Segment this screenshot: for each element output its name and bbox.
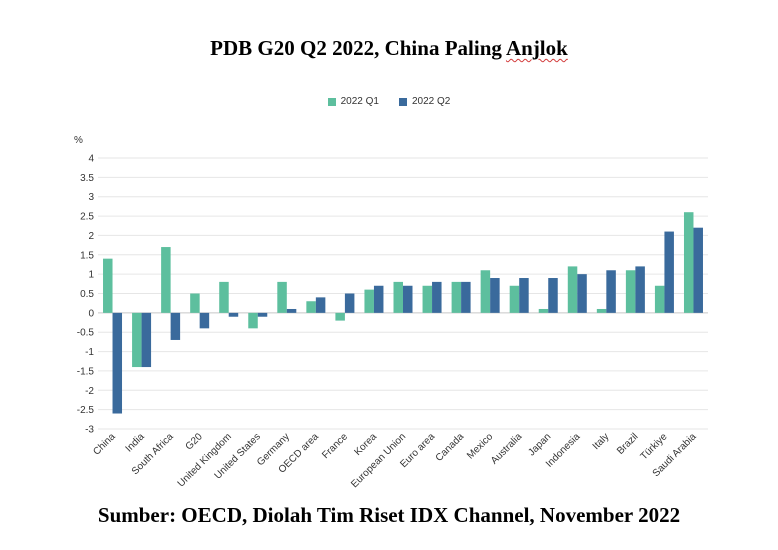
- bar-q2: [461, 281, 471, 313]
- y-tick-label: -1: [85, 347, 94, 358]
- bar-q2: [635, 266, 645, 313]
- bar-q1: [683, 212, 694, 313]
- bar-q2: [432, 281, 442, 313]
- y-tick-label: 3: [88, 192, 94, 203]
- chart-title-misspelled-word: Anjlok: [505, 36, 568, 60]
- bar-q2: [286, 308, 297, 313]
- bar-q2: [257, 312, 268, 317]
- bar-q1: [103, 258, 113, 313]
- bar-q1: [132, 312, 142, 368]
- bar-q1: [335, 312, 345, 321]
- bar-q2: [141, 312, 152, 368]
- legend-item-q1: 2022 Q1: [327, 96, 379, 107]
- x-tick-label: Korea: [352, 431, 379, 458]
- x-tick-label: G20: [184, 431, 205, 452]
- bar-q2: [693, 227, 703, 313]
- chart-title: PDB G20 Q2 2022, China Paling Anjlok: [0, 36, 778, 61]
- x-tick-label: Australia: [489, 431, 525, 467]
- y-tick-label: 0: [88, 308, 94, 319]
- y-tick-label: 4: [88, 154, 94, 165]
- bar-q2: [199, 312, 210, 329]
- bar-q2: [112, 312, 123, 414]
- y-tick-label: 3.5: [80, 173, 94, 184]
- bar-q1: [451, 281, 462, 313]
- y-axis-ticks: 4 3.5 3 2.5 2 1.5 1 0.5 0 -0.5 -1 -1.5 -2 -2.5 -3: [77, 154, 95, 436]
- bar-q1: [596, 308, 607, 313]
- y-axis-unit-label: %: [74, 135, 83, 146]
- bar-q1: [654, 285, 665, 313]
- y-tick-label: -2.5: [77, 405, 95, 416]
- legend-label-q2: 2022 Q2: [412, 96, 451, 107]
- y-tick-label: -2: [85, 386, 94, 397]
- bar-q1: [161, 247, 171, 313]
- bar-q2: [170, 312, 181, 340]
- bar-q2: [315, 297, 326, 313]
- grid-lines: [98, 157, 708, 430]
- bar-q2: [344, 293, 355, 313]
- x-tick-label: Italy: [591, 431, 612, 452]
- chart-title-main: PDB G20 Q2 2022, China Paling: [210, 36, 506, 60]
- bar-q1: [567, 266, 578, 313]
- y-tick-label: -0.5: [77, 328, 95, 339]
- bar-q1: [306, 301, 316, 313]
- x-tick-label: Brazil: [615, 431, 640, 456]
- x-tick-label: India: [124, 431, 147, 454]
- bar-q1: [277, 281, 287, 313]
- x-tick-label: China: [91, 431, 118, 458]
- bar-q2: [577, 274, 587, 313]
- bar-q1: [538, 308, 549, 313]
- y-tick-label: 0.5: [80, 289, 94, 300]
- y-tick-label: 1: [88, 270, 94, 281]
- x-tick-label: Canada: [434, 431, 467, 464]
- y-tick-label: 2.5: [80, 212, 94, 223]
- bar-q1: [190, 293, 200, 313]
- bar-q2: [403, 285, 413, 313]
- bar-q1: [422, 285, 433, 313]
- bars: [103, 212, 703, 414]
- x-tick-label: France: [320, 431, 350, 461]
- legend-label-q1: 2022 Q1: [340, 96, 379, 107]
- bar-q1: [248, 312, 258, 329]
- bar-q1: [509, 285, 520, 313]
- y-tick-label: -1.5: [77, 366, 95, 377]
- bar-q2: [490, 278, 500, 313]
- bar-q2: [519, 278, 529, 313]
- y-tick-label: -3: [85, 425, 94, 436]
- bar-q1: [393, 281, 403, 313]
- bar-q1: [364, 289, 374, 313]
- chart-legend: 2022 Q1 2022 Q2: [0, 96, 778, 107]
- bar-q2: [606, 270, 616, 313]
- legend-swatch-q2: [399, 97, 407, 106]
- bar-q2: [664, 231, 674, 313]
- bar-q1: [480, 270, 491, 313]
- x-tick-label: Japan: [526, 431, 553, 458]
- y-tick-label: 2: [88, 231, 94, 242]
- source-note: Sumber: OECD, Diolah Tim Riset IDX Chann…: [97, 503, 681, 527]
- legend-item-q2: 2022 Q2: [399, 96, 450, 107]
- y-tick-label: 1.5: [80, 250, 94, 261]
- bar-q1: [219, 281, 229, 313]
- bar-q2: [228, 312, 239, 317]
- bar-q2: [548, 278, 558, 313]
- legend-swatch-q1: [327, 97, 336, 106]
- bar-q1: [625, 270, 636, 313]
- bar-q2: [373, 285, 384, 313]
